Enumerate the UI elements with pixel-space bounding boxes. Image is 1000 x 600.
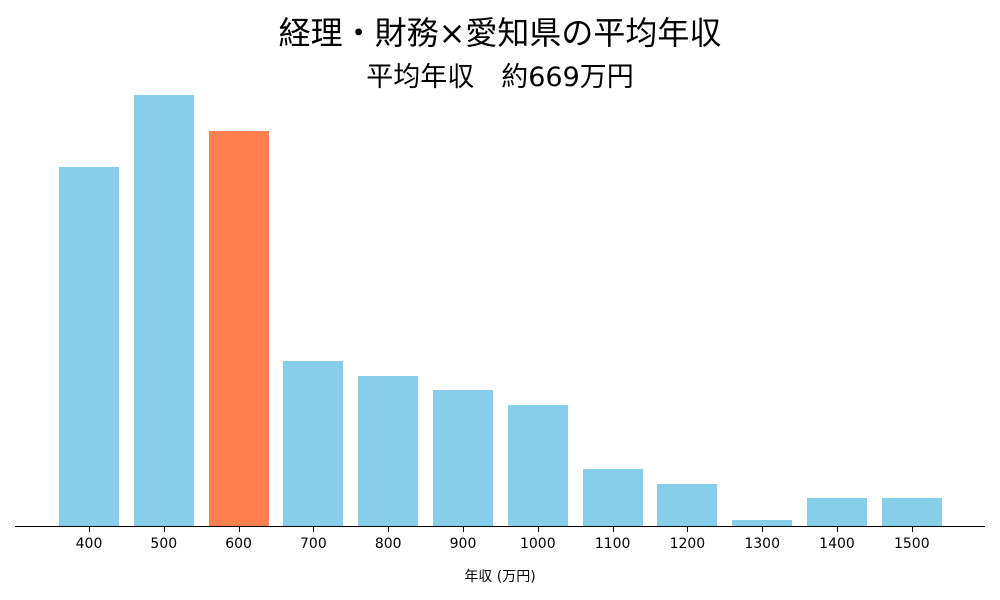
x-tick-label: 1000: [519, 536, 556, 552]
x-tick: [463, 527, 464, 532]
x-tick: [911, 527, 913, 532]
x-tick: [762, 527, 764, 532]
x-tick: [238, 527, 240, 532]
x-tick: [837, 527, 838, 532]
bar-600: [208, 131, 269, 527]
x-tick-label: 1200: [669, 536, 706, 552]
bar-800: [358, 375, 419, 527]
bar-1300: [732, 519, 793, 527]
x-tick: [687, 527, 689, 532]
x-tick-label: 1300: [744, 536, 780, 552]
bar-1000: [507, 404, 568, 527]
x-tick: [537, 527, 539, 532]
x-axis-label: 年収 (万円): [464, 569, 536, 585]
chart-title: 経理・財務×愛知県の平均年収: [278, 14, 722, 52]
bar-1200: [657, 483, 718, 527]
x-tick-label: 700: [300, 536, 327, 552]
x-axis-line: [15, 526, 985, 527]
x-tick-label: 1100: [594, 536, 631, 552]
x-tick: [89, 527, 90, 532]
x-tick: [163, 527, 165, 532]
x-tick-label: 600: [225, 536, 252, 552]
bar-900: [433, 390, 493, 527]
x-tick: [313, 527, 315, 532]
x-tick-label: 800: [374, 536, 402, 552]
chart-subtitle: 平均年収 約669万円: [366, 62, 634, 93]
bar-700: [283, 361, 344, 527]
x-tick-label: 400: [75, 536, 103, 552]
x-tick-label: 1500: [893, 536, 930, 552]
bar-500: [133, 95, 194, 527]
x-tick: [612, 527, 614, 532]
bar-1500: [881, 498, 942, 527]
x-tick: [388, 527, 390, 532]
x-tick-label: 500: [150, 536, 178, 552]
bar-400: [59, 167, 119, 527]
x-tick-label: 1400: [819, 536, 855, 552]
bar-1100: [582, 469, 643, 527]
bar-1400: [807, 498, 867, 527]
x-tick-label: 900: [449, 536, 477, 552]
